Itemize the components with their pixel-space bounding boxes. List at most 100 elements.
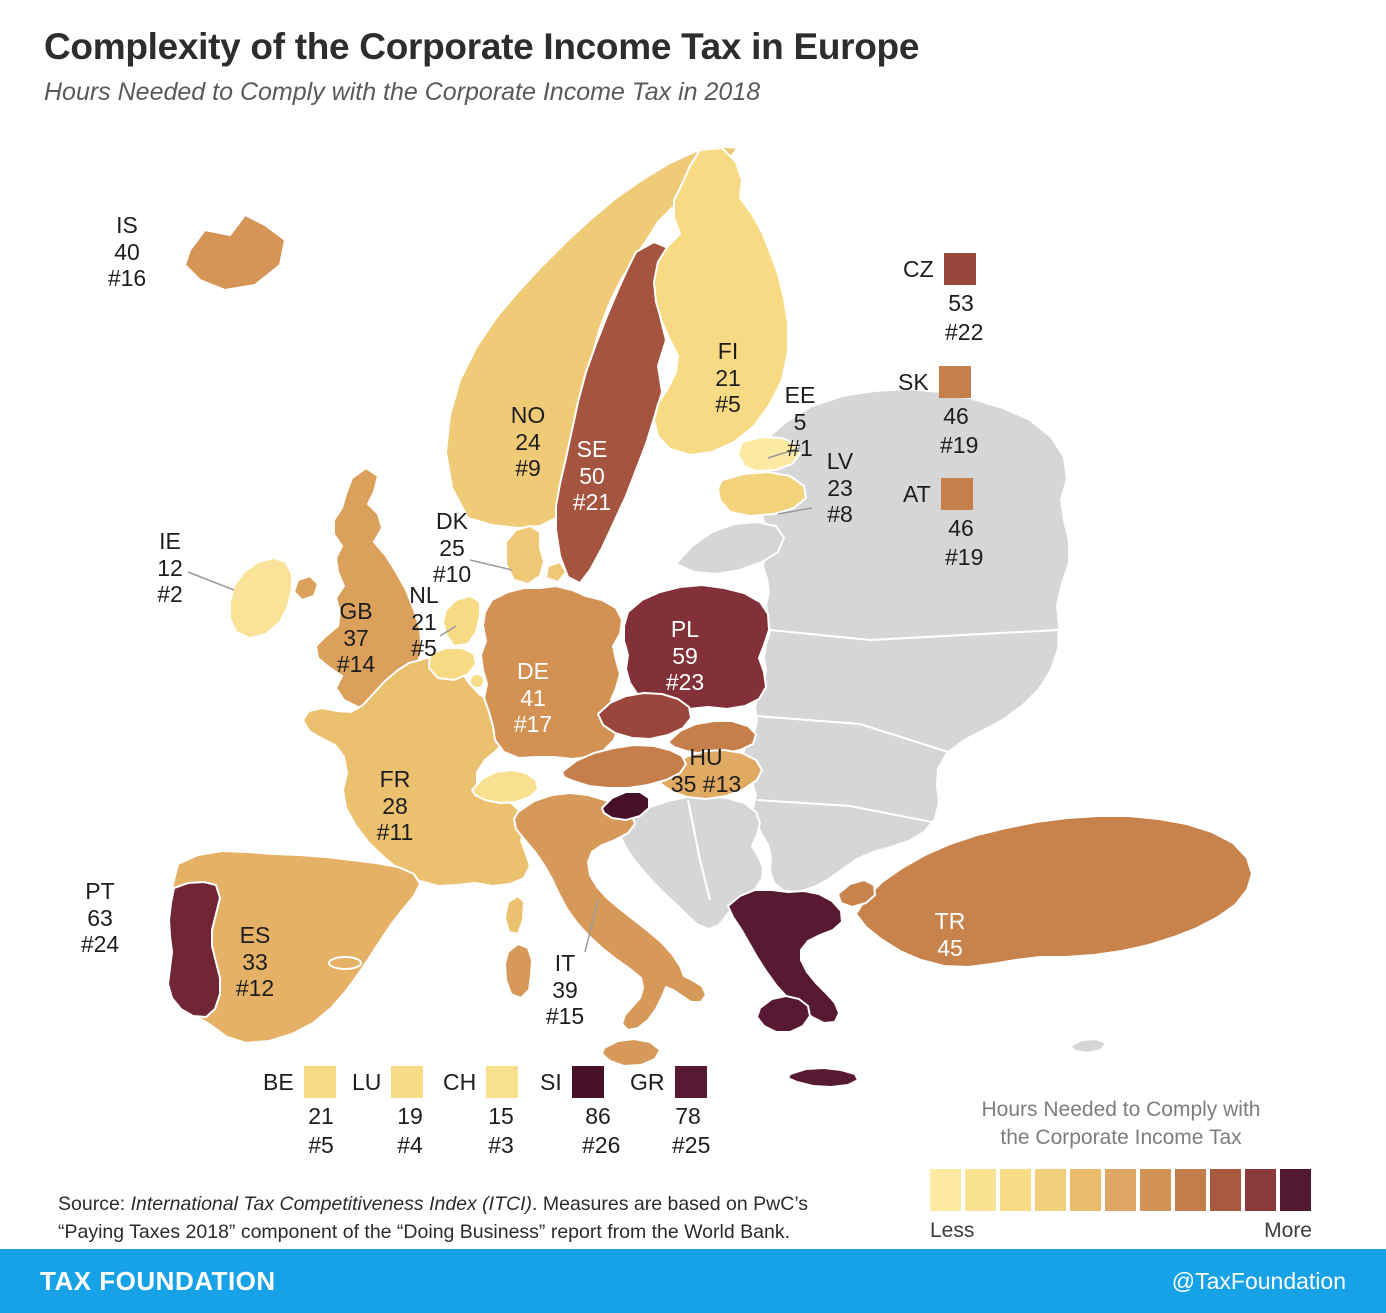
country-values: 21 #5 <box>305 1102 337 1160</box>
country-code: IE <box>159 528 181 554</box>
country-latvia <box>717 471 807 517</box>
country-code: SE <box>576 436 608 462</box>
country-rank: #12 <box>235 975 275 1002</box>
country-hours: 46 <box>948 515 974 541</box>
country-rank: #4 <box>397 1131 423 1158</box>
country-code: GR <box>630 1068 665 1095</box>
footer-bar: TAX FOUNDATION @TaxFoundation <box>0 1249 1386 1313</box>
country-hours: 35 <box>670 770 697 797</box>
be-color-swatch <box>303 1066 336 1098</box>
pointer-nl <box>439 625 457 637</box>
country-code: NL <box>409 582 439 608</box>
source-italic: International Tax Competitiveness Index … <box>130 1193 533 1215</box>
country-finland <box>653 147 789 456</box>
country-rank: #5 <box>308 1131 334 1158</box>
country-code: GB <box>339 598 373 624</box>
country-code: IT <box>554 950 576 976</box>
country-crete <box>787 1067 859 1088</box>
country-values: 78 #25 <box>672 1102 711 1160</box>
country-hours: 19 <box>397 1103 423 1129</box>
country-hours: 41 <box>520 684 546 711</box>
legend-scale-swatch <box>965 1168 996 1211</box>
cz-color-swatch <box>943 253 976 285</box>
country-values: 19 #4 <box>394 1102 426 1160</box>
lu-color-swatch <box>391 1066 424 1098</box>
country-hours: 25 <box>439 534 465 561</box>
label-pointer-lines <box>187 447 813 953</box>
country-rank: #26 <box>582 1131 621 1158</box>
page-title: Complexity of the Corporate Income Tax i… <box>44 26 920 67</box>
country-code: PT <box>85 878 115 904</box>
country-rank: #1 <box>787 435 813 462</box>
country-rank: #15 <box>545 1003 585 1030</box>
country-code: IS <box>116 212 138 238</box>
legend-scale-swatch <box>1000 1168 1031 1211</box>
country-label-no: NO 24 #9 <box>511 402 546 482</box>
source-note: Source: International Tax Competitivenes… <box>58 1193 809 1244</box>
swatch-item-lu: LU 19 #4 <box>352 1066 426 1160</box>
country-czechia <box>597 692 692 740</box>
country-label-hu: HU 35 #13 <box>671 744 741 797</box>
country-rank: #25 <box>672 1131 711 1158</box>
legend-scale-swatch <box>1140 1168 1171 1211</box>
country-label-ie: IE 12 #2 <box>157 528 183 608</box>
country-hours: 23 <box>827 474 853 501</box>
country-code: HU <box>689 744 723 770</box>
country-values: 15 #3 <box>485 1102 517 1160</box>
country-label-fi: FI 21 #5 <box>715 338 741 418</box>
swatch-item-cz: CZ 53 #22 <box>903 253 983 347</box>
country-germany <box>480 585 623 760</box>
country-hours: 86 <box>585 1103 611 1129</box>
pointer-ee <box>767 447 801 459</box>
country-code: LV <box>826 448 854 474</box>
country-values: 46 #19 <box>945 514 984 572</box>
country-hours: 33 <box>242 948 268 975</box>
country-rank: #19 <box>945 543 984 570</box>
country-rank: #14 <box>336 651 376 678</box>
country-values: 35 #13 <box>671 771 741 798</box>
si-color-swatch <box>571 1066 604 1098</box>
country-code: CH <box>443 1068 477 1095</box>
twitter-handle[interactable]: @TaxFoundation <box>1171 1267 1346 1294</box>
legend-scale-swatch <box>1280 1168 1311 1211</box>
country-poland <box>623 584 770 710</box>
country-rank: #19 <box>940 431 979 458</box>
country-corsica <box>504 895 525 935</box>
country-rank: #2 <box>157 581 183 608</box>
pointer-dk <box>469 559 513 571</box>
country-denmark-island <box>545 561 567 583</box>
legend-scale-swatch <box>1035 1168 1066 1211</box>
country-code: SK <box>898 368 929 395</box>
country-hours: 78 <box>675 1103 701 1129</box>
country-label-is: IS 40 #16 <box>108 212 146 292</box>
country-netherlands <box>442 595 481 647</box>
country-belgium <box>428 647 477 681</box>
country-code: DE <box>517 658 549 684</box>
country-code: BE <box>263 1068 294 1095</box>
country-rank: #21 <box>572 489 612 516</box>
country-hours: 15 <box>488 1103 514 1129</box>
country-code: NO <box>510 402 546 428</box>
country-rank: #11 <box>376 819 414 846</box>
country-label-tr: TR 45 #18 <box>931 908 969 988</box>
country-luxembourg <box>469 673 485 689</box>
country-hours: 40 <box>114 238 140 265</box>
country-hours: 46 <box>943 403 969 429</box>
country-label-fr: FR 28 #11 <box>377 766 414 846</box>
legend-less-label: Less <box>930 1218 975 1242</box>
country-rank: #8 <box>827 501 853 528</box>
region-no-data-lithuania <box>675 521 785 575</box>
country-iceland <box>184 214 286 291</box>
country-northern-ireland <box>293 575 319 601</box>
country-hours: 12 <box>157 554 183 581</box>
country-hours: 59 <box>672 642 698 669</box>
pointer-lv <box>777 507 813 515</box>
region-no-data-cyprus <box>1069 1038 1107 1054</box>
country-code: ES <box>239 922 271 948</box>
country-label-gb: GB 37 #14 <box>337 598 375 678</box>
at-color-swatch <box>940 478 973 510</box>
swatch-item-be: BE 21 #5 <box>263 1066 337 1160</box>
country-hours: 63 <box>87 904 113 931</box>
country-hours: 37 <box>343 624 369 651</box>
country-turkey-european <box>837 879 876 908</box>
